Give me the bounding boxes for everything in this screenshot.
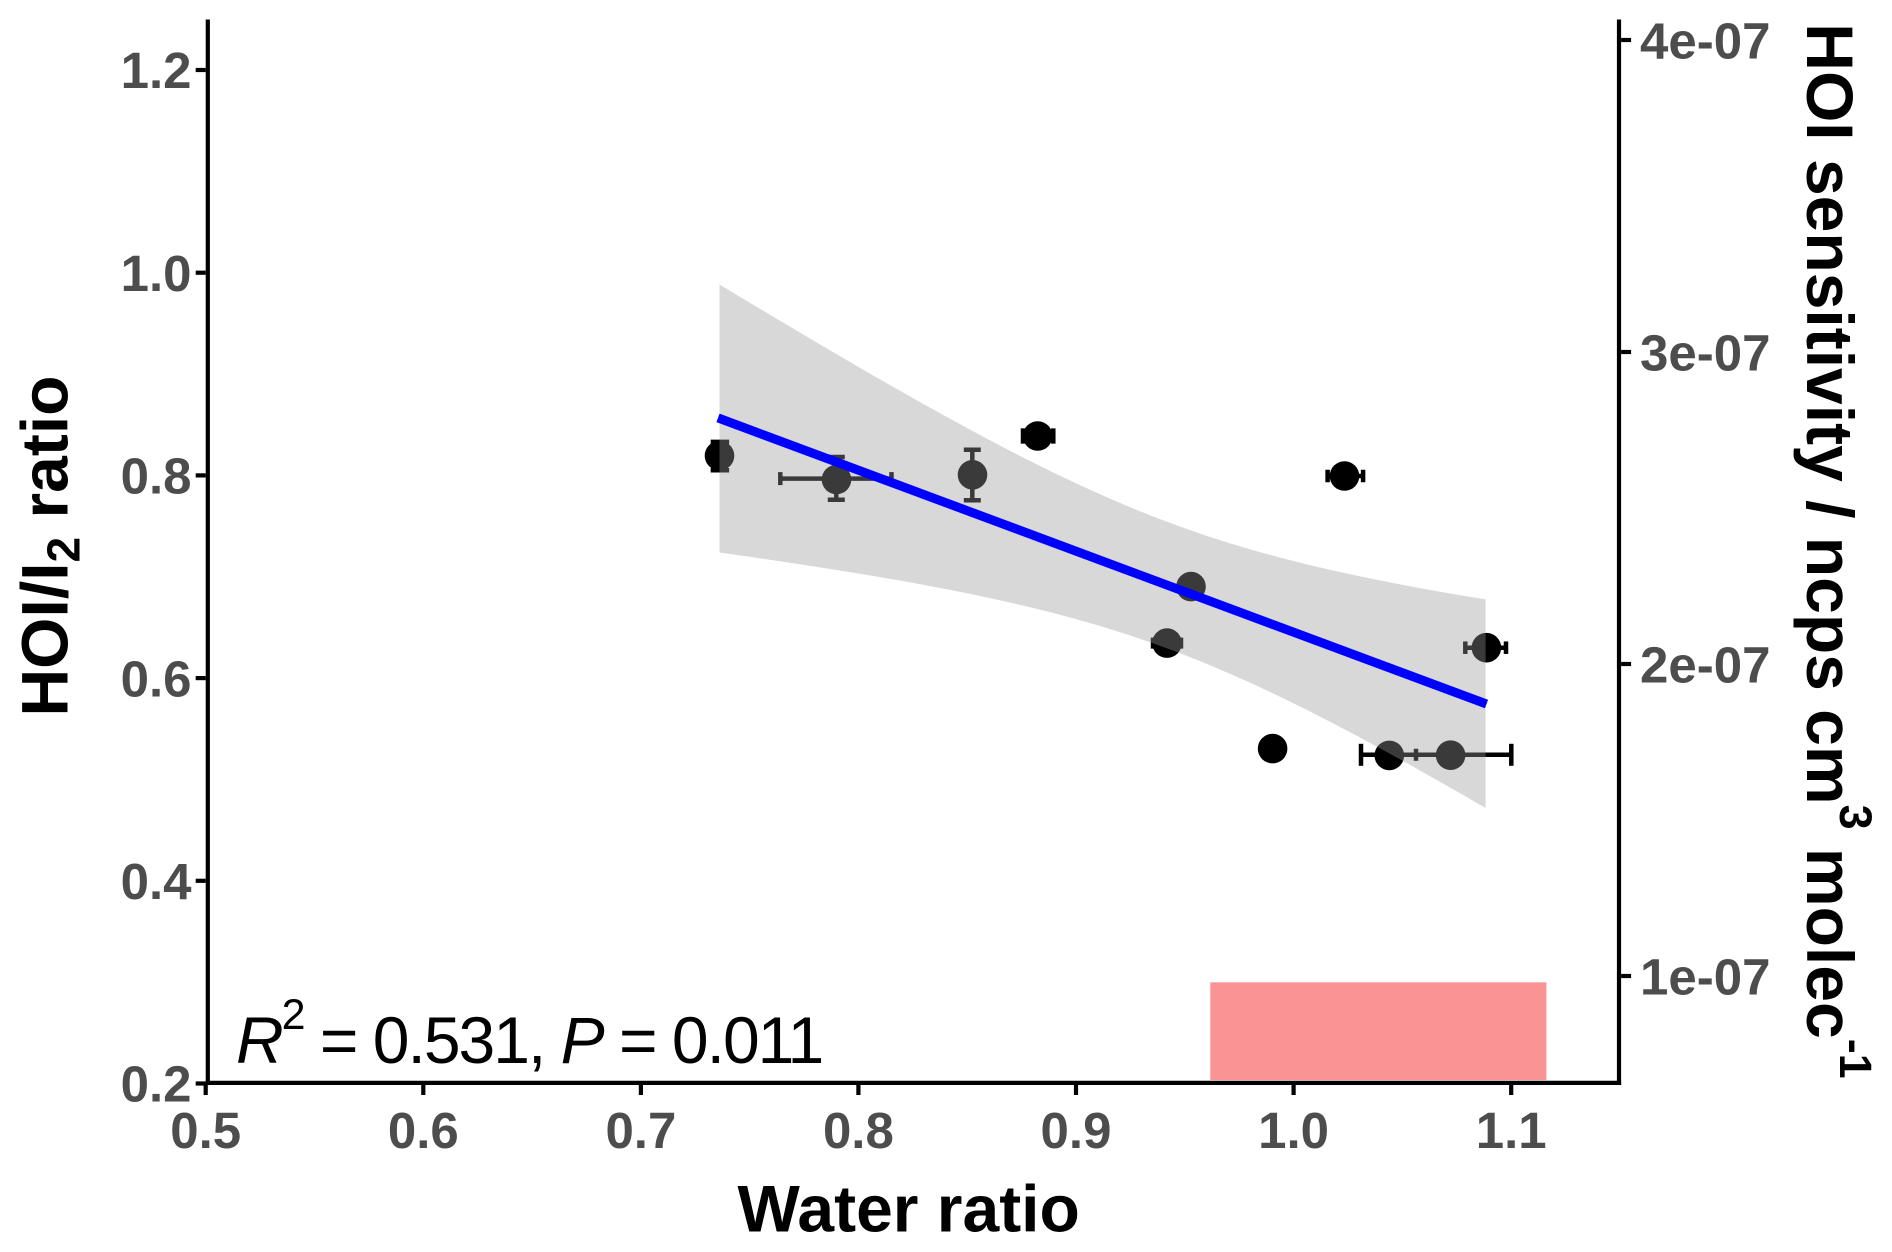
svg-text:1e-07: 1e-07: [1640, 949, 1770, 1006]
svg-text:0.9: 0.9: [1041, 1102, 1112, 1159]
svg-text:0.2: 0.2: [121, 1056, 192, 1113]
svg-text:1.0: 1.0: [121, 245, 192, 302]
svg-text:0.8: 0.8: [823, 1102, 894, 1159]
svg-text:HOI/I2 ratio: HOI/I2 ratio: [8, 376, 90, 717]
svg-text:HOI sensitivity / ncps cm3 mol: HOI sensitivity / ncps cm3 molec-1: [1793, 23, 1881, 1078]
svg-text:0.8: 0.8: [121, 448, 192, 505]
svg-text:0.5: 0.5: [170, 1102, 241, 1159]
svg-text:Water ratio: Water ratio: [738, 1172, 1080, 1246]
svg-text:4e-07: 4e-07: [1640, 13, 1770, 70]
svg-text:0.4: 0.4: [121, 853, 193, 910]
svg-text:1.2: 1.2: [121, 42, 192, 99]
svg-text:R2 = 0.531, P = 0.011: R2 = 0.531, P = 0.011: [236, 991, 822, 1077]
svg-text:2e-07: 2e-07: [1640, 637, 1770, 694]
svg-text:1.1: 1.1: [1476, 1102, 1547, 1159]
svg-text:0.6: 0.6: [388, 1102, 459, 1159]
svg-text:1.0: 1.0: [1258, 1102, 1329, 1159]
svg-text:0.7: 0.7: [605, 1102, 676, 1159]
svg-text:0.6: 0.6: [121, 650, 192, 707]
svg-text:3e-07: 3e-07: [1640, 325, 1770, 382]
